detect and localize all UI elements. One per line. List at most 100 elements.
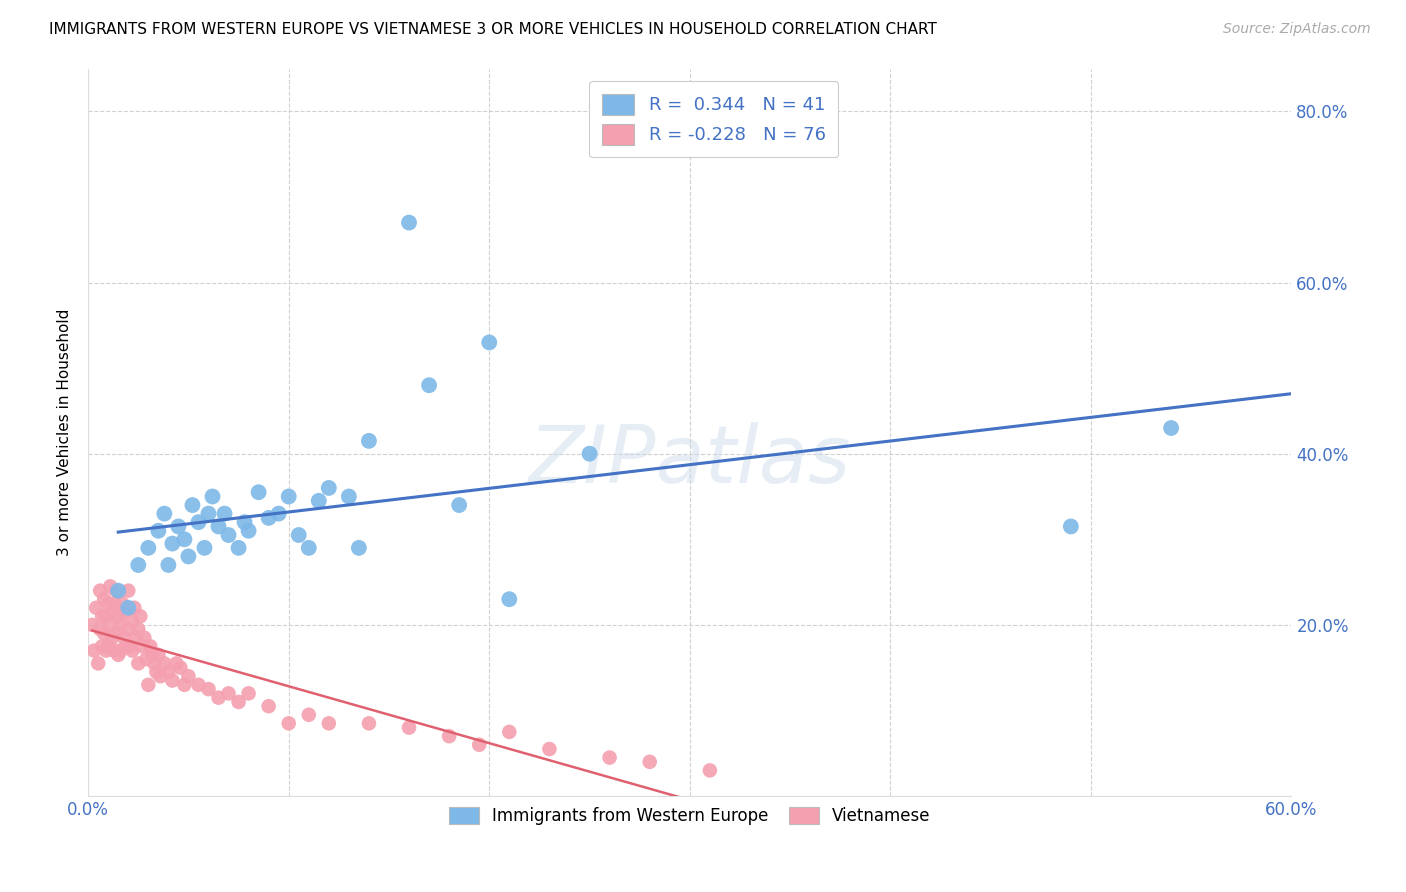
Point — [357, 434, 380, 448]
Point — [167, 519, 190, 533]
Point — [139, 640, 162, 654]
Point — [83, 643, 105, 657]
Point — [418, 378, 440, 392]
Point — [136, 678, 159, 692]
Point — [449, 498, 471, 512]
Point — [214, 507, 236, 521]
Point — [638, 755, 661, 769]
Point — [162, 536, 184, 550]
Point — [89, 622, 111, 636]
Point — [267, 507, 290, 521]
Point — [91, 640, 114, 654]
Point — [498, 592, 520, 607]
Point — [105, 626, 128, 640]
Point — [578, 447, 600, 461]
Point — [145, 665, 167, 679]
Point — [318, 481, 340, 495]
Point — [148, 648, 170, 662]
Point — [97, 640, 120, 654]
Point — [110, 618, 132, 632]
Point — [398, 216, 420, 230]
Point — [187, 515, 209, 529]
Legend: Immigrants from Western Europe, Vietnamese: Immigrants from Western Europe, Vietname… — [439, 797, 941, 835]
Point — [218, 528, 240, 542]
Point — [103, 643, 125, 657]
Point — [135, 652, 157, 666]
Point — [129, 609, 152, 624]
Point — [121, 643, 143, 657]
Point — [257, 511, 280, 525]
Point — [599, 750, 621, 764]
Point — [89, 583, 111, 598]
Point — [498, 725, 520, 739]
Point — [538, 742, 561, 756]
Point — [117, 622, 139, 636]
Point — [398, 721, 420, 735]
Point — [91, 609, 114, 624]
Point — [107, 609, 129, 624]
Point — [468, 738, 491, 752]
Point — [87, 657, 110, 671]
Point — [153, 507, 176, 521]
Point — [131, 640, 153, 654]
Point — [117, 583, 139, 598]
Point — [197, 507, 219, 521]
Point — [112, 605, 135, 619]
Point — [136, 541, 159, 555]
Point — [149, 669, 172, 683]
Point — [148, 524, 170, 538]
Point — [125, 631, 148, 645]
Point — [277, 716, 299, 731]
Point — [298, 707, 321, 722]
Point — [257, 699, 280, 714]
Y-axis label: 3 or more Vehicles in Household: 3 or more Vehicles in Household — [58, 309, 72, 556]
Point — [287, 528, 309, 542]
Point — [218, 686, 240, 700]
Point — [97, 597, 120, 611]
Point — [162, 673, 184, 688]
Point — [1060, 519, 1083, 533]
Point — [98, 579, 121, 593]
Point — [101, 605, 124, 619]
Point — [110, 643, 132, 657]
Point — [103, 597, 125, 611]
Point — [121, 614, 143, 628]
Point — [228, 541, 250, 555]
Point — [124, 600, 146, 615]
Point — [173, 678, 195, 692]
Point — [233, 515, 256, 529]
Point — [699, 764, 721, 778]
Point — [127, 657, 149, 671]
Point — [238, 524, 260, 538]
Point — [96, 609, 118, 624]
Point — [134, 631, 156, 645]
Point — [238, 686, 260, 700]
Point — [177, 549, 200, 564]
Point — [201, 490, 224, 504]
Point — [157, 558, 180, 572]
Point — [187, 678, 209, 692]
Point — [105, 583, 128, 598]
Point — [115, 640, 138, 654]
Point — [298, 541, 321, 555]
Point — [247, 485, 270, 500]
Point — [277, 490, 299, 504]
Point — [157, 665, 180, 679]
Point — [93, 626, 115, 640]
Point — [181, 498, 204, 512]
Point — [193, 541, 215, 555]
Point — [207, 519, 229, 533]
Point — [357, 716, 380, 731]
Point — [101, 631, 124, 645]
Point — [107, 648, 129, 662]
Point — [308, 493, 330, 508]
Point — [207, 690, 229, 705]
Point — [82, 618, 104, 632]
Point — [143, 657, 166, 671]
Point — [437, 729, 460, 743]
Point — [1160, 421, 1182, 435]
Text: ZIPatlas: ZIPatlas — [529, 423, 851, 500]
Point — [127, 622, 149, 636]
Point — [169, 661, 191, 675]
Text: IMMIGRANTS FROM WESTERN EUROPE VS VIETNAMESE 3 OR MORE VEHICLES IN HOUSEHOLD COR: IMMIGRANTS FROM WESTERN EUROPE VS VIETNA… — [49, 22, 936, 37]
